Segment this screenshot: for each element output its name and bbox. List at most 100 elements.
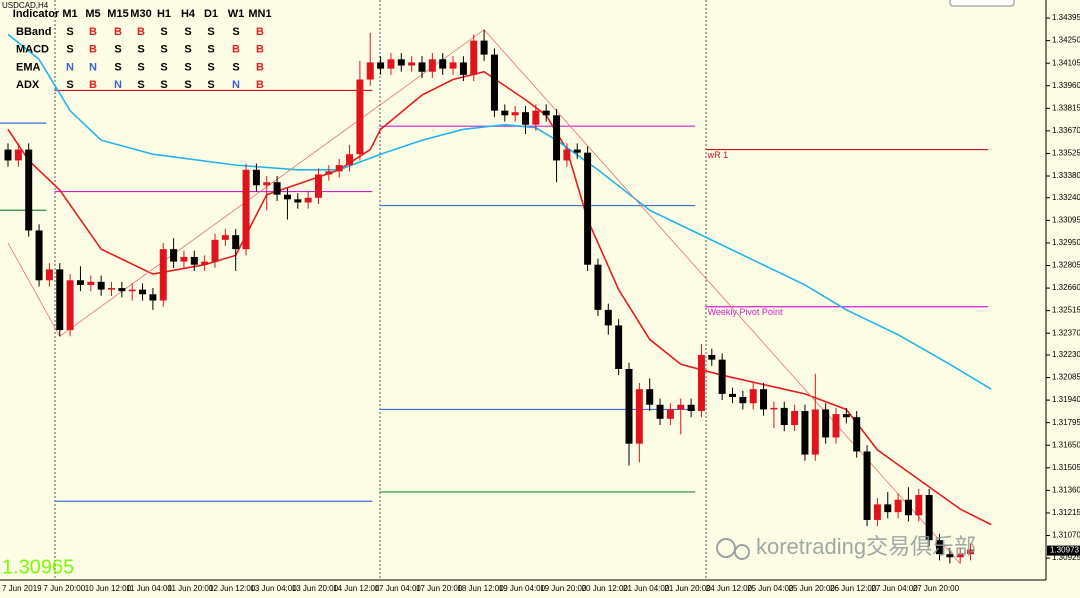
y-tick-label: 1.31360 bbox=[1052, 485, 1080, 494]
candle-body bbox=[925, 495, 933, 541]
candle-body bbox=[356, 79, 364, 155]
candle-body bbox=[739, 396, 747, 404]
table-header: M15 bbox=[107, 8, 128, 20]
candle-body bbox=[749, 389, 757, 404]
y-tick-label: 1.33815 bbox=[1052, 103, 1080, 112]
table-header: M30 bbox=[130, 8, 151, 20]
candle-body bbox=[967, 549, 975, 555]
candle-body bbox=[377, 62, 385, 69]
table-header: H4 bbox=[181, 8, 196, 20]
x-tick-label: 18 Jun 12:00 bbox=[457, 584, 504, 593]
candle-body bbox=[697, 354, 705, 411]
candle-body bbox=[128, 289, 136, 292]
x-tick-label: 10 Jun 12:00 bbox=[85, 584, 132, 593]
level-label: wR 1 bbox=[707, 150, 729, 160]
candle-body bbox=[594, 264, 602, 310]
candle-body bbox=[646, 389, 654, 405]
candle-body bbox=[470, 40, 478, 75]
candle-body bbox=[563, 149, 571, 161]
candle-body bbox=[625, 368, 633, 444]
candle-body bbox=[14, 149, 22, 161]
y-tick-label: 1.33380 bbox=[1052, 171, 1080, 180]
x-tick-label: 12 Jun 12:00 bbox=[209, 584, 256, 593]
signal: B bbox=[256, 26, 264, 38]
x-tick-label: 25 Jun 04:00 bbox=[747, 584, 794, 593]
table-row-label: EMA bbox=[16, 61, 41, 73]
y-tick-label: 1.32515 bbox=[1052, 306, 1080, 315]
signal: S bbox=[66, 79, 73, 91]
y-tick-label: 1.33670 bbox=[1052, 126, 1080, 135]
candle-body bbox=[439, 59, 447, 69]
signal: S bbox=[232, 61, 239, 73]
signal: S bbox=[137, 61, 144, 73]
candle-body bbox=[884, 504, 892, 513]
candle-body bbox=[853, 417, 861, 452]
signal: S bbox=[114, 61, 121, 73]
candle-body bbox=[511, 112, 519, 116]
y-tick-label: 1.32950 bbox=[1052, 238, 1080, 247]
candle-body bbox=[315, 174, 322, 198]
signal: B bbox=[89, 44, 97, 56]
candle-body bbox=[335, 165, 343, 172]
candle-body bbox=[760, 389, 768, 410]
signal: B bbox=[256, 61, 264, 73]
x-tick-label: 19 Jun 20:00 bbox=[540, 584, 587, 593]
candle-body bbox=[718, 359, 726, 394]
candle-body bbox=[480, 40, 488, 55]
y-tick-label: 1.34105 bbox=[1052, 58, 1080, 67]
candle-body bbox=[791, 410, 799, 426]
signal: B bbox=[256, 44, 264, 56]
candle-body bbox=[87, 281, 95, 285]
table-header: M5 bbox=[85, 8, 100, 20]
candle-body bbox=[283, 194, 291, 200]
last-price-label: 1.30973 bbox=[1050, 546, 1079, 555]
candle-body bbox=[108, 288, 115, 290]
table-header: D1 bbox=[204, 8, 218, 20]
plot: wR 1 Weekly Pivot Point bbox=[0, 29, 992, 564]
candle-body bbox=[387, 59, 395, 69]
signal: B bbox=[256, 79, 264, 91]
candle-body bbox=[904, 499, 912, 516]
signal: S bbox=[66, 26, 73, 38]
candle-body bbox=[542, 110, 550, 116]
candle-body bbox=[232, 235, 240, 250]
candle-body bbox=[811, 409, 819, 455]
candle-body bbox=[201, 261, 209, 265]
signal: S bbox=[184, 79, 191, 91]
x-tick-label: 11 Jun 04:00 bbox=[126, 584, 172, 593]
candle-body bbox=[428, 59, 436, 72]
watermark: koretrading交易俱乐部 bbox=[756, 534, 976, 559]
x-tick-label: 24 Jun 12:00 bbox=[706, 584, 753, 593]
candle-body bbox=[501, 110, 509, 116]
x-tick-label: 27 Jun 04:00 bbox=[871, 584, 918, 593]
symbol: USDCAD,H4 bbox=[2, 1, 49, 10]
candle-body bbox=[770, 407, 778, 410]
signal: N bbox=[232, 79, 240, 91]
x-tick-label: 11 Jun 20:00 bbox=[168, 584, 214, 593]
signal: S bbox=[137, 79, 144, 91]
x-tick-label: 17 Jun 04:00 bbox=[375, 584, 422, 593]
candle-body bbox=[936, 540, 943, 555]
candle-body bbox=[211, 239, 219, 262]
candle-body bbox=[97, 281, 105, 290]
candle-body bbox=[273, 182, 281, 195]
candle-body bbox=[490, 54, 498, 111]
signal: B bbox=[232, 44, 240, 56]
candle-body bbox=[666, 409, 674, 419]
signal: N bbox=[66, 61, 74, 73]
signal: B bbox=[114, 26, 122, 38]
y-tick-label: 1.33240 bbox=[1052, 193, 1080, 202]
candle-body bbox=[615, 325, 623, 369]
candle-body bbox=[25, 149, 33, 231]
x-tick-label: 19 Jun 04:00 bbox=[499, 584, 546, 593]
y-tick-label: 1.32230 bbox=[1052, 350, 1080, 359]
candle-body bbox=[149, 294, 157, 301]
candle-body bbox=[190, 256, 198, 265]
x-tick-label: 20 Jun 12:00 bbox=[582, 584, 629, 593]
candle-body bbox=[418, 62, 426, 72]
candle-body bbox=[894, 499, 902, 513]
candle-body bbox=[635, 389, 643, 444]
panel-tab[interactable] bbox=[949, 0, 1015, 7]
signal: S bbox=[114, 44, 121, 56]
